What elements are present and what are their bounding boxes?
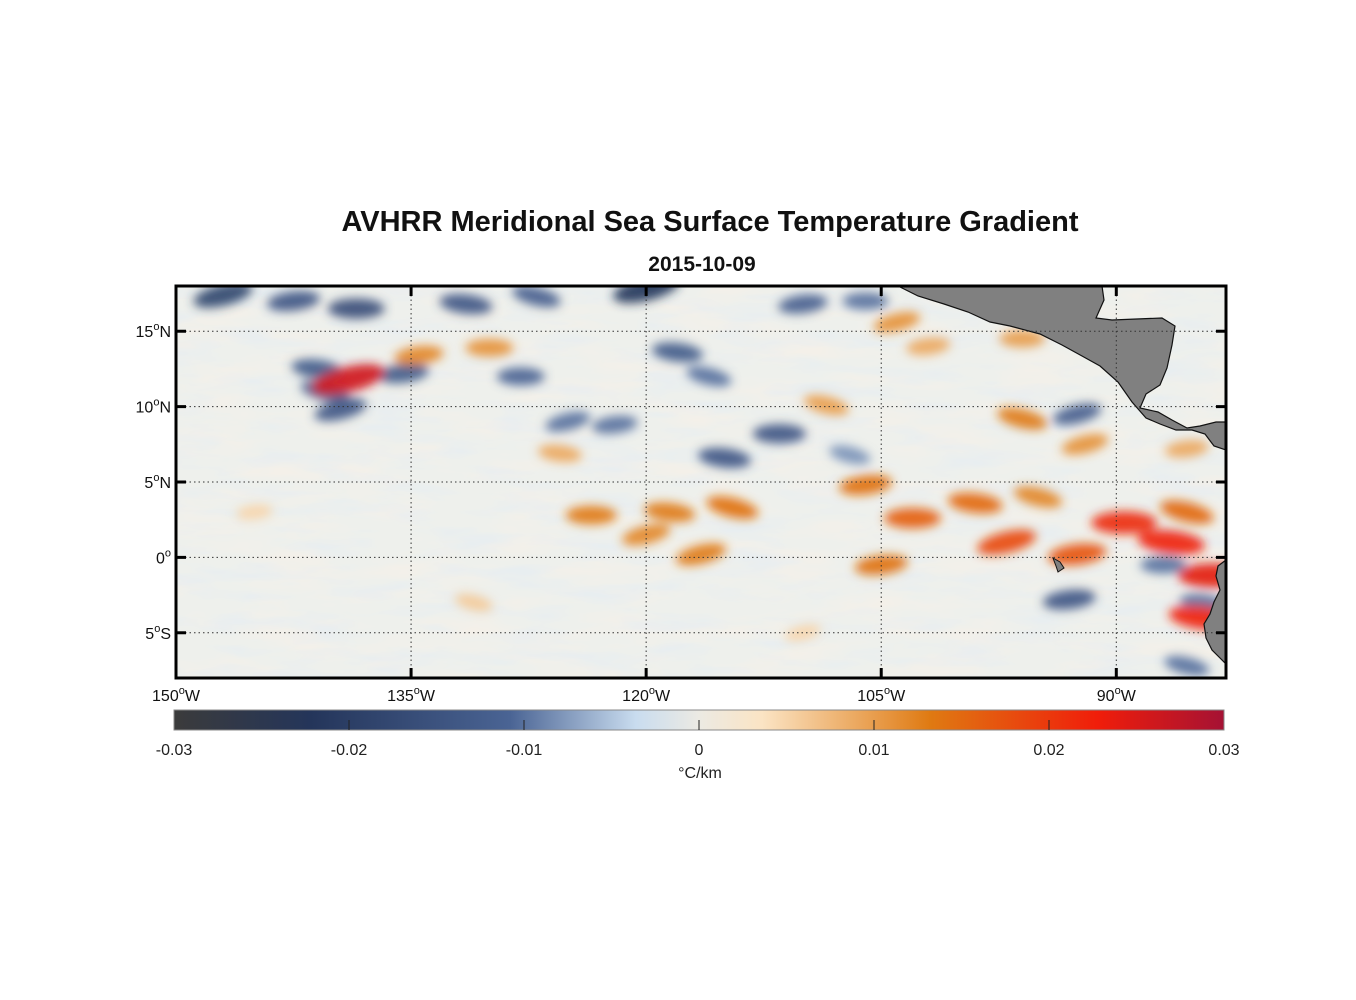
colorbar-tick-label: -0.03 — [156, 742, 193, 759]
gradient-features — [193, 286, 1226, 676]
colorbar-tick-label: 0.03 — [1208, 742, 1239, 759]
colorbar-tick-label: -0.01 — [506, 742, 543, 759]
lat-tick-label: 5oS — [145, 623, 171, 643]
cool-gradient-feature — [496, 367, 545, 386]
warm-gradient-feature — [906, 337, 951, 356]
warm-gradient-feature — [803, 395, 849, 416]
warm-gradient-feature — [311, 364, 385, 395]
colorbar-tick-label: 0 — [695, 742, 704, 759]
latitude-labels: 15oN 10oN 5oN 0o 5oS — [136, 321, 171, 643]
cool-gradient-feature — [193, 286, 253, 308]
warm-gradient-feature — [235, 504, 273, 520]
cool-gradient-feature — [1052, 403, 1102, 425]
warm-gradient-feature — [1013, 486, 1063, 508]
longitude-labels: 150oW 135oW 120oW 105oW 90oW — [152, 685, 1137, 705]
warm-gradient-feature — [1061, 433, 1109, 455]
land-galapagos — [1052, 556, 1065, 573]
land-south-america — [1203, 559, 1226, 665]
lat-tick-label: 5oN — [144, 472, 171, 492]
cool-gradient-feature — [686, 366, 732, 387]
colorbar-tick-label: -0.02 — [331, 742, 368, 759]
map-field — [176, 286, 1226, 678]
cool-gradient-feature — [327, 298, 385, 319]
lat-tick-label: 10oN — [136, 397, 171, 417]
warm-gradient-feature — [854, 554, 908, 576]
warm-gradient-feature — [839, 474, 892, 496]
warm-gradient-feature — [394, 345, 444, 365]
lon-tick-label: 90oW — [1097, 685, 1137, 705]
cool-gradient-feature — [377, 363, 429, 384]
lon-tick-label: 150oW — [152, 685, 201, 705]
map-subtitle: 2015-10-09 — [648, 253, 756, 276]
cool-gradient-feature — [267, 290, 320, 312]
colorbar: -0.03 -0.02 -0.01 0 0.01 0.02 0.03 °C/km — [156, 709, 1240, 782]
warm-gradient-feature — [947, 492, 1003, 514]
warm-gradient-feature — [997, 407, 1048, 430]
lon-tick-label: 120oW — [622, 685, 671, 705]
cool-gradient-feature — [1140, 556, 1187, 574]
lat-tick-label: 0o — [156, 547, 171, 567]
warm-gradient-feature — [1164, 440, 1209, 458]
cool-gradient-feature — [778, 294, 828, 314]
cool-gradient-feature — [439, 293, 493, 315]
warm-gradient-feature — [465, 338, 514, 357]
lon-tick-label: 105oW — [857, 685, 906, 705]
map-title: AVHRR Meridional Sea Surface Temperature… — [341, 206, 1079, 238]
cool-gradient-feature — [1042, 589, 1096, 610]
cool-gradient-feature — [545, 411, 591, 432]
cool-gradient-feature — [314, 398, 367, 421]
lon-tick-label: 135oW — [387, 685, 436, 705]
land-central-america — [897, 286, 1226, 451]
warm-gradient-feature — [454, 593, 493, 612]
warm-gradient-feature — [1048, 543, 1107, 566]
colorbar-tick-label: 0.01 — [858, 742, 889, 759]
colorbar-units: °C/km — [678, 765, 722, 782]
cool-gradient-feature — [512, 286, 561, 308]
warm-gradient-feature — [565, 505, 617, 525]
cool-gradient-feature — [752, 424, 806, 444]
warm-gradient-feature — [873, 311, 921, 333]
warm-gradient-feature — [1137, 529, 1205, 555]
frame-ticks — [174, 286, 1226, 678]
lat-tick-label: 15oN — [136, 321, 171, 341]
warm-gradient-feature — [675, 543, 727, 566]
warm-gradient-feature — [1160, 500, 1214, 524]
warm-gradient-feature — [1091, 511, 1158, 535]
warm-gradient-feature — [1177, 563, 1226, 588]
warm-gradient-feature — [537, 444, 582, 463]
cool-gradient-feature — [698, 447, 751, 468]
warm-gradient-feature — [999, 330, 1046, 348]
colorbar-ticks: -0.03 -0.02 -0.01 0 0.01 0.02 0.03 — [156, 720, 1240, 759]
warm-gradient-feature — [644, 502, 696, 522]
cool-gradient-feature — [1164, 655, 1210, 676]
cool-gradient-feature — [842, 292, 889, 310]
cool-gradient-feature — [829, 445, 871, 465]
warm-gradient-feature — [977, 529, 1037, 555]
warm-gradient-feature — [884, 508, 941, 529]
cool-gradient-feature — [651, 342, 704, 363]
cool-gradient-feature — [591, 415, 638, 434]
colorbar-tick-label: 0.02 — [1033, 742, 1064, 759]
warm-gradient-feature — [706, 496, 759, 519]
